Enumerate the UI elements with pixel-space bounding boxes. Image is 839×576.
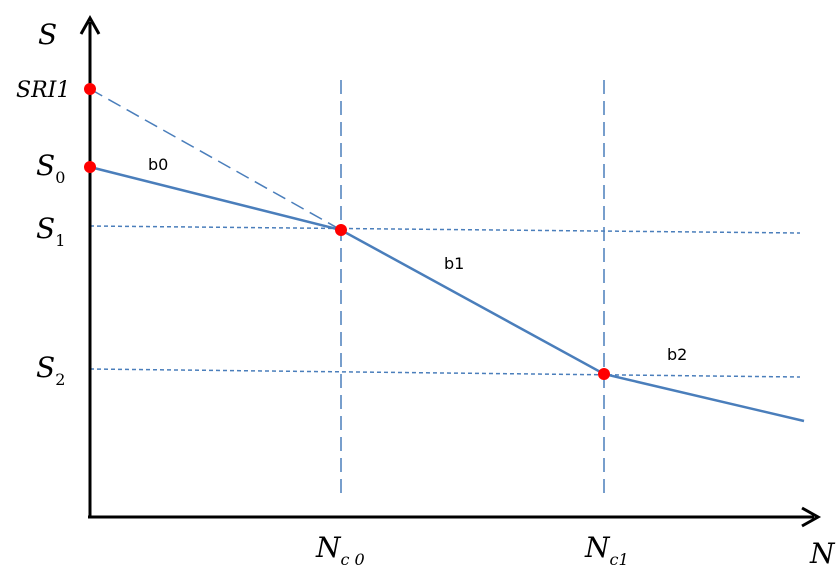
guide-line-s2 [89,368,801,378]
y-tick-sri1: SRI1 [16,78,70,103]
segment-label-b2: b2 [667,345,687,364]
point-sri1 [84,83,96,95]
segment-label-b1: b1 [444,254,464,273]
point-s0 [84,161,96,173]
x-tick-nc1: Nc1 [584,531,629,569]
y-axis-arrow [79,14,101,35]
point-nc1 [598,368,610,380]
y-tick-s2: S2 [36,351,65,389]
x-axis-label: N [809,537,836,570]
y-axis-label: S [38,18,57,51]
segment-label-b0: b0 [148,155,168,174]
x-axis-arrow [801,506,822,528]
x-tick-nc0: Nc 0 [315,531,365,569]
extension-line-sri1 [89,88,342,231]
piecewise-line [89,165,805,423]
y-tick-s0: S0 [36,149,65,187]
y-tick-s1: S1 [36,212,65,250]
point-nc0 [335,224,347,236]
guide-line-s1 [89,225,801,234]
